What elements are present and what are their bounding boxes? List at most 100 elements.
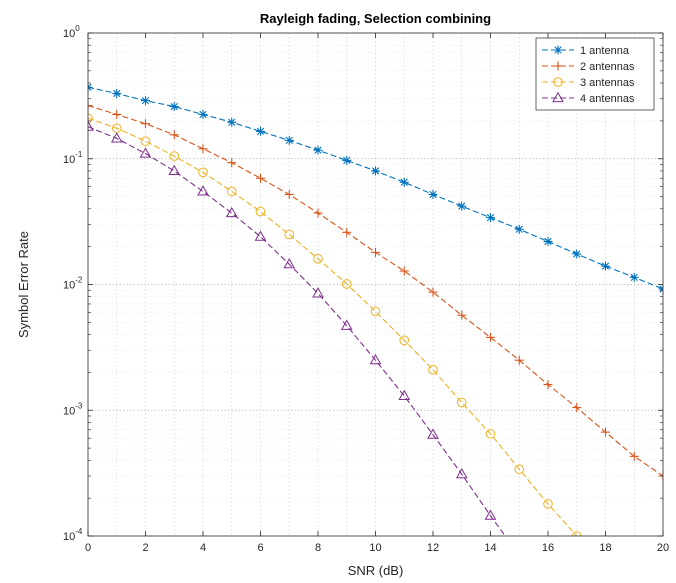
data-point <box>169 102 179 112</box>
series-2 <box>88 101 663 481</box>
series-line <box>88 117 578 536</box>
data-point <box>284 135 294 145</box>
data-point <box>112 109 122 119</box>
x-tick-label: 0 <box>85 542 91 554</box>
grid <box>88 33 663 536</box>
data-point <box>486 332 495 342</box>
data-point <box>543 236 553 246</box>
x-tick-label: 8 <box>315 542 321 554</box>
x-tick-label: 6 <box>257 542 263 554</box>
data-point <box>399 335 410 346</box>
data-point <box>601 427 610 437</box>
y-tick-exponent: -1 <box>75 150 83 159</box>
data-point <box>168 164 181 176</box>
legend-item: 2 antennas <box>542 61 635 73</box>
data-point <box>312 287 324 298</box>
data-point <box>484 509 497 520</box>
data-point <box>110 132 123 143</box>
data-point <box>398 389 411 401</box>
data-point <box>112 89 122 99</box>
ticks <box>87 32 664 537</box>
data-point <box>571 531 582 536</box>
legend-marker <box>553 61 563 71</box>
x-tick-label: 20 <box>657 542 669 554</box>
y-axis-label: Symbol Error Rate <box>16 231 31 338</box>
data-point <box>514 355 524 365</box>
y-tick-base: 10 <box>63 280 75 292</box>
data-point <box>313 145 323 155</box>
x-tick-label: 4 <box>200 542 206 554</box>
data-point <box>399 177 409 187</box>
data-point <box>371 247 380 257</box>
x-tick-label: 12 <box>427 542 439 554</box>
data-point <box>313 208 323 218</box>
y-tick-exponent: 0 <box>75 24 80 33</box>
data-point <box>256 126 265 136</box>
data-point <box>140 136 151 146</box>
data-point <box>198 167 208 178</box>
y-tick-exponent: -4 <box>75 527 83 536</box>
data-point <box>313 254 323 264</box>
data-point <box>572 403 582 413</box>
legend-label: 3 antennas <box>580 77 635 89</box>
y-tick-base: 10 <box>63 405 75 417</box>
data-point <box>88 120 94 131</box>
data-point <box>342 155 352 165</box>
data-point <box>255 206 266 217</box>
legend-label: 1 antenna <box>580 45 630 57</box>
legend-item: 1 antenna <box>542 45 630 57</box>
data-point <box>629 451 639 461</box>
series-layer <box>88 82 663 536</box>
data-point <box>284 189 294 199</box>
data-point <box>226 186 237 197</box>
series-4 <box>88 120 506 536</box>
data-point <box>514 224 524 234</box>
x-tick-label: 16 <box>542 542 554 554</box>
y-tick-label: 10-4 <box>63 527 83 543</box>
data-point <box>197 185 209 196</box>
data-point <box>428 287 438 297</box>
legend-item: 3 antennas <box>542 77 635 89</box>
data-point <box>543 380 553 390</box>
data-point <box>370 306 381 317</box>
series-line <box>88 126 506 536</box>
y-tick-base: 10 <box>63 28 75 40</box>
data-point <box>601 261 610 271</box>
legend-label: 2 antennas <box>580 61 635 73</box>
chart-title: Rayleigh fading, Selection combining <box>260 11 491 26</box>
data-point <box>254 230 267 241</box>
y-tick-base: 10 <box>63 154 75 166</box>
y-tick-base: 10 <box>63 531 75 543</box>
x-tick-label: 2 <box>142 542 148 554</box>
data-point <box>169 130 179 140</box>
data-point <box>572 249 582 259</box>
data-point <box>283 257 296 269</box>
x-tick-label: 10 <box>369 542 381 554</box>
data-point <box>457 310 467 320</box>
data-point <box>340 319 353 330</box>
data-point <box>141 96 150 106</box>
x-tick-label: 18 <box>599 542 611 554</box>
legend-item: 4 antennas <box>542 91 635 105</box>
legend-marker <box>553 77 563 87</box>
y-tick-label: 10-2 <box>63 276 83 292</box>
data-point <box>169 151 180 161</box>
y-tick-label: 100 <box>63 24 80 40</box>
legend: 1 antenna 2 antennas 3 antennas 4 antennas <box>535 37 655 111</box>
data-point <box>457 201 467 211</box>
data-point <box>227 158 237 168</box>
legend-marker <box>552 91 564 103</box>
data-point <box>341 279 352 289</box>
data-point <box>399 266 409 276</box>
data-point <box>198 144 208 154</box>
data-point <box>225 206 238 218</box>
data-point <box>485 428 496 439</box>
data-point <box>88 82 93 92</box>
data-point <box>486 213 495 223</box>
x-axis-label: SNR (dB) <box>348 563 404 578</box>
data-point <box>198 109 208 119</box>
data-point <box>139 147 152 158</box>
series-1 <box>88 82 663 294</box>
